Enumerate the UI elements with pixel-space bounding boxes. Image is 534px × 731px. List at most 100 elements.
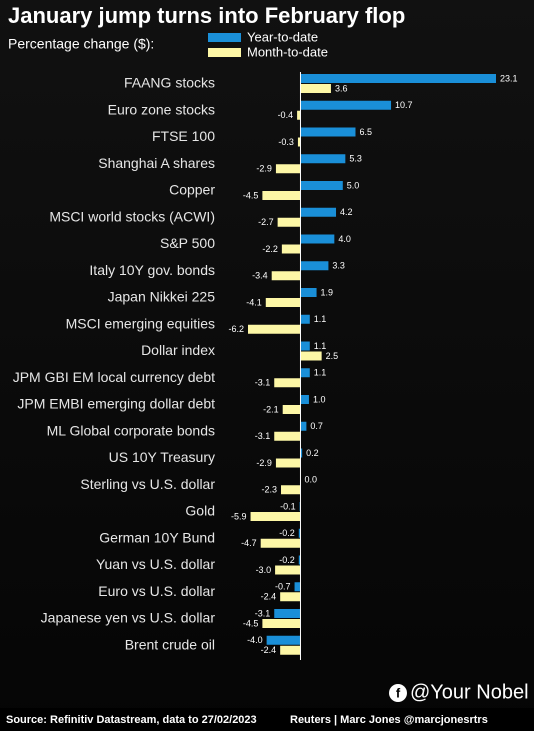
value-label: -2.9 [256,458,272,468]
value-label: -0.4 [278,110,294,120]
source: Source: Refinitiv Datastream, data to 27… [6,714,257,726]
legend-swatch [208,48,241,57]
value-label: 23.1 [500,73,518,83]
bar [300,207,337,217]
value-label: 1.0 [313,394,326,404]
value-label: 3.6 [335,83,348,93]
bar [300,181,343,190]
value-label: -2.7 [258,217,274,227]
bar [300,351,322,361]
value-label: -3.4 [252,271,268,281]
bar [300,234,335,244]
svg-text:f: f [396,685,401,700]
value-label: -2.3 [261,485,277,495]
legend-label: Year-to-date [247,29,318,44]
bar [282,405,301,414]
category-label: Japan Nikkei 225 [108,289,216,305]
value-label: -3.1 [255,431,271,441]
bar [300,448,303,458]
category-label: Brent crude oil [125,636,215,652]
bar [274,431,301,441]
legend-swatch [208,33,241,42]
value-label: -3.1 [255,378,271,388]
value-label: -4.1 [246,297,262,307]
category-label: JPM GBI EM local currency debt [13,369,215,385]
category-label: Euro vs U.S. dollar [98,583,215,599]
bar [250,512,301,521]
value-label: 5.0 [347,180,360,190]
bar [300,421,307,431]
bar [300,314,310,324]
bar [300,127,356,137]
value-label: 1.9 [321,287,334,297]
category-label: Italy 10Y gov. bonds [89,262,215,278]
value-label: -2.4 [261,592,277,602]
bar [300,154,346,164]
credit: Reuters | Marc Jones @marcjonesrtrs [290,714,488,726]
bar [297,137,301,147]
category-label: FTSE 100 [152,128,215,144]
bar [274,378,301,388]
legend-label: Month-to-date [247,44,328,59]
bar [280,645,301,655]
value-label: 2.5 [326,351,339,361]
bar [300,341,310,351]
category-label: S&P 500 [160,235,215,251]
watermark-icon: f [389,684,407,702]
value-label: -0.1 [280,501,296,511]
value-label: -2.9 [256,164,272,174]
bar [300,395,309,404]
value-label: 6.5 [359,127,372,137]
bar [260,538,301,548]
category-label: Euro zone stocks [108,101,215,117]
category-label: MSCI emerging equities [66,315,215,331]
bar [298,528,301,538]
category-label: MSCI world stocks (ACWI) [49,208,215,224]
bar [300,288,317,297]
value-label: 0.0 [304,475,317,485]
value-label: -0.2 [279,528,295,538]
value-label: -2.2 [262,244,278,254]
value-label: -4.5 [243,190,259,200]
chart-title: January jump turns into February flop [8,3,405,28]
category-label: ML Global corporate bonds [47,422,215,438]
category-label: Gold [185,503,215,519]
value-label: -4.0 [247,635,263,645]
value-label: 10.7 [395,100,413,110]
value-label: -0.2 [279,555,295,565]
value-label: 1.1 [314,341,327,351]
value-label: 4.0 [338,234,351,244]
value-label: 4.2 [340,207,353,217]
category-label: Yuan vs U.S. dollar [96,556,215,572]
bar [248,324,301,334]
subtitle: Percentage change ($): [8,36,154,52]
bar [271,271,301,281]
value-label: 3.3 [332,261,345,271]
category-label: JPM EMBI emerging dollar debt [17,396,215,412]
watermark: @Your Nobel [410,681,529,703]
category-label: Shanghai A shares [98,155,215,171]
bar [297,110,301,120]
bar [262,191,301,200]
value-label: 5.3 [349,154,362,164]
bar [277,217,301,227]
bar [281,485,301,495]
value-label: 0.2 [306,448,319,458]
category-label: Copper [169,182,215,198]
bar [300,368,310,378]
bar [275,164,301,174]
value-label: -4.7 [241,538,257,548]
bar [265,298,301,307]
value-label: -5.9 [231,511,247,521]
value-label: -0.3 [278,137,294,147]
bar [262,619,301,628]
category-label: German 10Y Bund [99,529,215,545]
footer-bar [0,708,534,731]
bar [298,555,301,565]
category-label: FAANG stocks [124,75,215,91]
bar [281,244,301,254]
value-label: 0.7 [310,421,323,431]
bar [280,592,301,602]
